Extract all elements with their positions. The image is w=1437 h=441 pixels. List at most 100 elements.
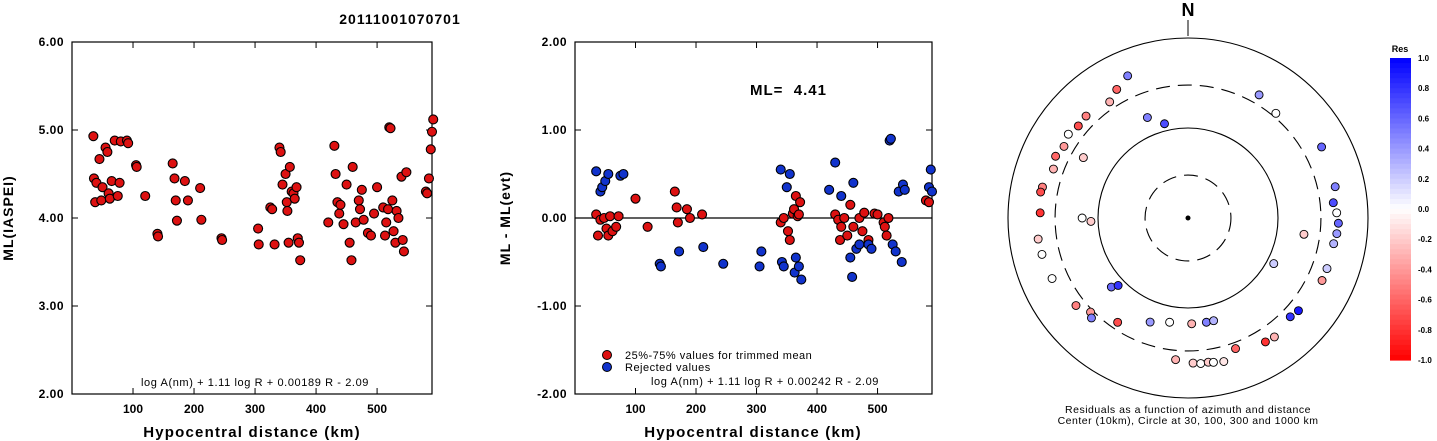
data-point	[88, 131, 99, 142]
colorbar-cell	[1390, 118, 1411, 125]
colorbar-cell	[1390, 209, 1411, 215]
colorbar-cell	[1390, 314, 1411, 321]
data-point	[335, 199, 346, 210]
data-point	[836, 190, 847, 202]
data-point	[253, 239, 264, 250]
y-tick-label: -2.00	[537, 387, 567, 401]
data-point	[398, 246, 409, 257]
colorbar-cell	[1390, 108, 1411, 114]
y-tick-label: 2.00	[542, 35, 567, 49]
data-point	[926, 186, 938, 197]
colorbar-tick-label: -0.4	[1418, 265, 1432, 274]
ring-300km	[1054, 84, 1322, 352]
data-point	[834, 234, 846, 246]
residual-point	[1160, 119, 1169, 129]
colorbar-cell	[1390, 264, 1411, 270]
colorbar-cell	[1390, 224, 1411, 230]
data-point	[857, 226, 868, 237]
colorbar-cell	[1390, 63, 1411, 69]
data-point	[347, 161, 358, 173]
ring-100km	[1097, 127, 1279, 309]
x-tick-label: 400	[306, 402, 326, 416]
residual-point	[1269, 259, 1279, 269]
data-point	[603, 168, 614, 180]
data-point	[784, 168, 795, 180]
colorbar-cell	[1390, 219, 1411, 225]
residual-point	[1123, 71, 1133, 81]
plot-frame	[71, 41, 433, 395]
colorbar-cell	[1390, 344, 1411, 351]
colorbar-cell	[1390, 73, 1411, 79]
colorbar-tick-label: 1.0	[1418, 54, 1430, 63]
data-point	[323, 217, 334, 228]
colorbar-tick-label: 0.8	[1418, 84, 1430, 93]
data-point	[383, 204, 394, 215]
residual-point	[1145, 317, 1155, 327]
data-point	[848, 177, 859, 188]
residual-point	[1260, 337, 1270, 347]
residual-point	[1285, 312, 1295, 322]
data-point	[824, 184, 835, 195]
colorbar-cell	[1390, 138, 1411, 145]
colorbar-tick-label: 0.4	[1418, 145, 1430, 154]
residual-point	[1294, 306, 1303, 316]
data-point	[334, 208, 345, 219]
data-point	[781, 182, 792, 193]
data-point	[97, 182, 108, 193]
residual-point	[1081, 111, 1091, 121]
colorbar-cell	[1390, 214, 1411, 220]
data-point	[425, 144, 436, 155]
colorbar-cell	[1390, 294, 1411, 301]
data-point	[169, 173, 180, 184]
data-point	[795, 197, 806, 208]
legend-label-rejected: Rejected values	[625, 362, 711, 374]
residual-point	[1112, 84, 1122, 94]
data-point	[613, 211, 624, 222]
data-point	[267, 204, 278, 215]
caption-line-1: Residuals as a function of azimuth and d…	[1065, 404, 1311, 416]
residual-point	[1142, 113, 1152, 122]
event-id-title: 20111001070701	[339, 11, 460, 27]
x-tick-label: 400	[807, 402, 827, 416]
data-point	[754, 261, 765, 272]
colorbar-tick-label: 0.0	[1418, 205, 1430, 214]
residual-distance-panel: -2.00 -1.00 0.00 1.00 2.00 100 200 300 400 500 M…	[497, 35, 938, 441]
colorbar-cell	[1390, 239, 1411, 245]
data-point	[784, 234, 795, 246]
colorbar-tick-label: -0.8	[1418, 326, 1432, 335]
data-point	[96, 195, 107, 206]
colorbar-cell	[1390, 299, 1411, 306]
data-point	[879, 221, 890, 232]
data-point	[269, 239, 280, 250]
residual-point	[1073, 121, 1083, 131]
residual-point	[1059, 141, 1069, 151]
data-point	[718, 258, 729, 269]
data-point	[775, 164, 786, 175]
x-tick-labels: 100 200 300 400 500	[123, 42, 387, 416]
colorbar-cell	[1390, 153, 1411, 160]
caption-line-2: Center (10km), Circle at 30, 100, 300 an…	[1058, 415, 1319, 427]
data-point	[123, 138, 134, 149]
ml-annotation: ML= 4.41	[750, 82, 827, 99]
data-points	[1033, 71, 1343, 368]
residual-point	[1113, 317, 1123, 327]
data-point	[171, 215, 182, 226]
data-point	[848, 221, 859, 232]
residual-point	[1196, 359, 1206, 368]
colorbar-cell	[1390, 198, 1411, 205]
ring-30km	[1144, 174, 1232, 262]
data-point	[368, 208, 380, 219]
y-tick-label: 0.00	[542, 211, 567, 225]
data-point	[196, 214, 207, 225]
data-point	[778, 261, 789, 272]
data-point	[655, 261, 666, 272]
data-point	[842, 230, 853, 241]
ml-distance-panel: 2.00 3.00 4.00 5.00 6.00 100 200 300 400 500 ML(…	[0, 35, 439, 441]
data-point	[422, 188, 433, 199]
colorbar-cell	[1390, 58, 1411, 64]
data-point	[329, 140, 340, 151]
data-point	[282, 205, 293, 217]
data-point	[354, 204, 366, 215]
residual-point	[1254, 90, 1264, 100]
colorbar-cell	[1390, 163, 1411, 170]
